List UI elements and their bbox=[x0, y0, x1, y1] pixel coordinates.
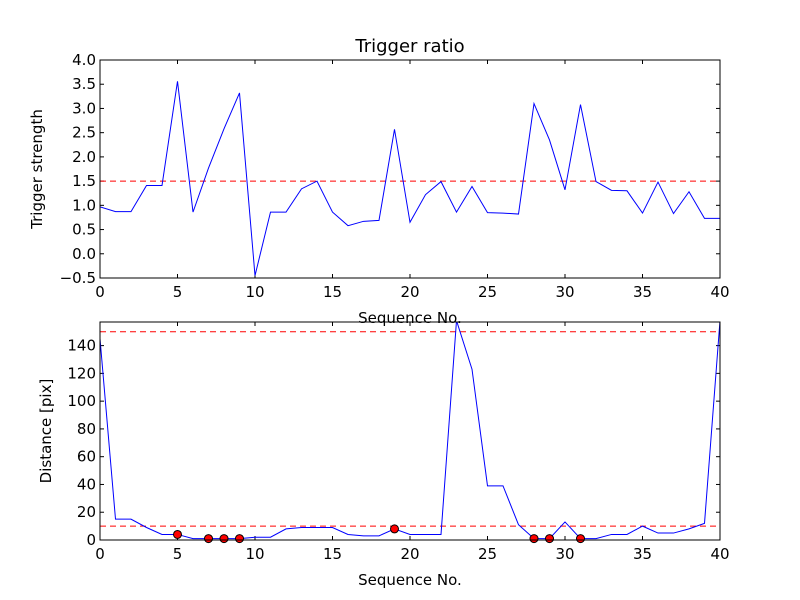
tick-layer: 0 5 10 15 20 25 30 35 40 −0.5 0.0 0.5 1.0 1.5 2.0 2.5 3.… bbox=[60, 51, 730, 301]
x-tick-label: 20 bbox=[400, 545, 419, 563]
y-tick-label: 3.5 bbox=[72, 75, 96, 93]
plot-frame bbox=[99, 321, 721, 541]
y-tick-label: 100 bbox=[67, 392, 96, 410]
y-tick-label: 140 bbox=[67, 337, 96, 355]
y-axis-label: Trigger strength bbox=[28, 109, 46, 230]
tick-layer: 0 5 10 15 20 25 30 35 40 0 20 40 60 80 100 120 140 bbox=[67, 322, 730, 563]
data-point-marker bbox=[235, 534, 244, 544]
x-tick-label: 10 bbox=[245, 545, 264, 563]
y-tick-label: 120 bbox=[67, 364, 96, 382]
x-tick-label: 15 bbox=[323, 545, 342, 563]
x-axis-label: Sequence No. bbox=[358, 571, 462, 589]
y-tick-label: 4.0 bbox=[72, 51, 96, 69]
x-tick-label: 5 bbox=[173, 545, 183, 563]
data-point-marker bbox=[545, 534, 554, 544]
y-tick-label: 0 bbox=[86, 531, 96, 549]
x-tick-label: 0 bbox=[95, 283, 105, 301]
x-tick-label: 30 bbox=[555, 283, 574, 301]
distance-plot: Distance [pix] Sequence No. 0 5 10 15 20 25 30… bbox=[37, 321, 730, 589]
series-layer bbox=[100, 81, 720, 276]
data-point-marker bbox=[219, 534, 229, 544]
x-tick-label: 35 bbox=[633, 545, 652, 563]
x-tick-label: 10 bbox=[245, 283, 264, 301]
y-tick-label: 0.0 bbox=[72, 245, 96, 263]
y-axis-label: Distance [pix] bbox=[37, 379, 55, 484]
y-tick-label: 2.0 bbox=[72, 148, 96, 166]
plot-frame bbox=[99, 59, 721, 279]
x-tick-label: 40 bbox=[710, 545, 729, 563]
x-tick-label: 35 bbox=[633, 283, 652, 301]
trigger-ratio-plot: Trigger ratio Trigger strength Sequence … bbox=[28, 36, 730, 327]
y-tick-label: 1.5 bbox=[72, 172, 96, 190]
data-point-marker bbox=[204, 534, 213, 544]
x-tick-label: 0 bbox=[95, 545, 105, 563]
x-tick-label: 25 bbox=[478, 545, 497, 563]
series-layer bbox=[100, 322, 720, 544]
y-tick-label: 2.5 bbox=[72, 124, 96, 142]
x-tick-label: 25 bbox=[478, 283, 497, 301]
y-tick-label: 1.0 bbox=[72, 196, 96, 214]
x-tick-label: 5 bbox=[173, 283, 183, 301]
chart-title: Trigger ratio bbox=[354, 36, 464, 57]
y-tick-label: 40 bbox=[77, 475, 96, 493]
y-tick-label: −0.5 bbox=[60, 269, 96, 287]
data-point-marker bbox=[576, 534, 585, 544]
series-line bbox=[100, 81, 720, 276]
x-tick-label: 40 bbox=[710, 283, 729, 301]
y-tick-label: 80 bbox=[77, 420, 96, 438]
y-tick-label: 3.0 bbox=[72, 99, 96, 117]
data-point-marker bbox=[390, 524, 399, 534]
y-tick-label: 20 bbox=[77, 503, 96, 521]
y-tick-label: 60 bbox=[77, 448, 96, 466]
y-tick-label: 0.5 bbox=[72, 221, 96, 239]
data-point-marker bbox=[173, 529, 182, 539]
series-line bbox=[100, 322, 720, 540]
x-tick-label: 30 bbox=[555, 545, 574, 563]
data-point-marker bbox=[529, 534, 539, 544]
x-tick-label: 15 bbox=[323, 283, 342, 301]
x-tick-label: 20 bbox=[400, 283, 419, 301]
